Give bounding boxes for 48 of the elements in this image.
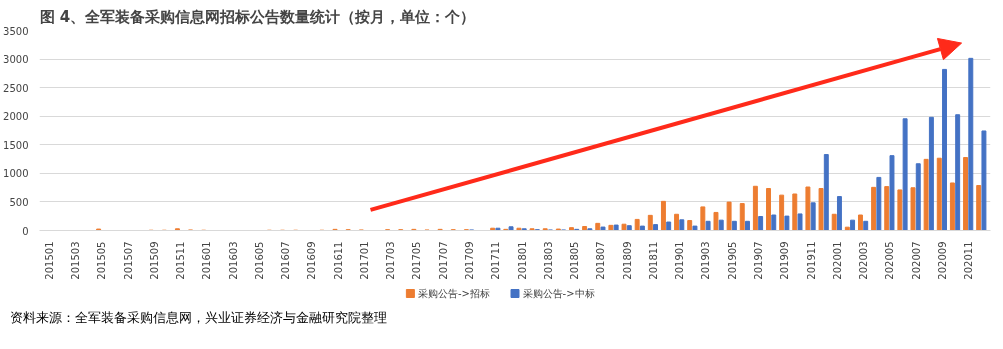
x-tick-label: 201711: [490, 241, 502, 280]
x-tick-label: 201811: [647, 241, 659, 280]
x-tick-label: 201805: [569, 241, 581, 280]
x-tick-label: 201803: [542, 241, 554, 280]
y-tick-label: 1000: [3, 168, 29, 180]
x-tick-label: 201509: [148, 241, 160, 280]
x-tick-label: 201705: [411, 241, 423, 280]
y-tick-label: 1500: [3, 139, 29, 151]
x-tick-label: 201707: [437, 241, 449, 280]
x-tick-label: 201607: [280, 241, 292, 280]
y-tick-label: 2500: [3, 82, 29, 94]
text: 资料来源：全军装备采购信息网，兴业证券经济与金融研究院整理: [10, 309, 387, 327]
x-tick-label: 201603: [227, 241, 239, 280]
x-tick-label: 201703: [385, 241, 397, 280]
y-tick-label: 500: [9, 196, 29, 208]
x-tick-label: 201609: [306, 241, 318, 280]
legend-label: 采购公告->招标: [418, 288, 490, 299]
x-tick-label: 202005: [884, 241, 896, 280]
x-tick-label: 201701: [358, 241, 370, 280]
chart-title: 图 4、全军装备采购信息网招标公告数量统计（按月，单位：个）: [39, 7, 476, 26]
y-tick-label: 0: [22, 225, 29, 237]
x-tick-label: 201909: [779, 241, 791, 280]
x-tick-label: 201905: [726, 241, 738, 280]
x-tick-label: 201903: [700, 241, 712, 280]
x-tick-label: 201505: [96, 241, 108, 280]
x-tick-label: 201507: [122, 241, 134, 280]
x-tick-label: 201807: [595, 241, 607, 280]
x-tick-label: 201503: [69, 241, 81, 280]
x-tick-label: 201605: [253, 241, 265, 280]
y-tick-label: 2000: [3, 111, 29, 123]
x-tick-label: 202007: [910, 241, 922, 280]
x-tick-label: 202011: [963, 241, 975, 280]
x-tick-label: 201601: [201, 241, 213, 280]
x-tick-label: 201907: [753, 241, 764, 280]
x-tick-label: 201911: [805, 241, 817, 280]
x-tick-label: 202001: [831, 241, 843, 280]
legend-label: 采购公告->中标: [522, 288, 595, 299]
x-tick-label: 202003: [858, 241, 870, 280]
x-tick-label: 202009: [936, 241, 948, 280]
x-tick-label: 201809: [621, 241, 633, 280]
x-tick-label: 201501: [43, 241, 55, 280]
x-tick-label: 201709: [464, 241, 476, 280]
x-tick-label: 201611: [332, 241, 344, 280]
x-tick-label: 201511: [175, 241, 187, 280]
y-tick-label: 3500: [3, 25, 29, 37]
x-tick-label: 201801: [516, 241, 528, 280]
x-tick-label: 201901: [674, 241, 686, 280]
y-tick-label: 3000: [3, 54, 29, 66]
